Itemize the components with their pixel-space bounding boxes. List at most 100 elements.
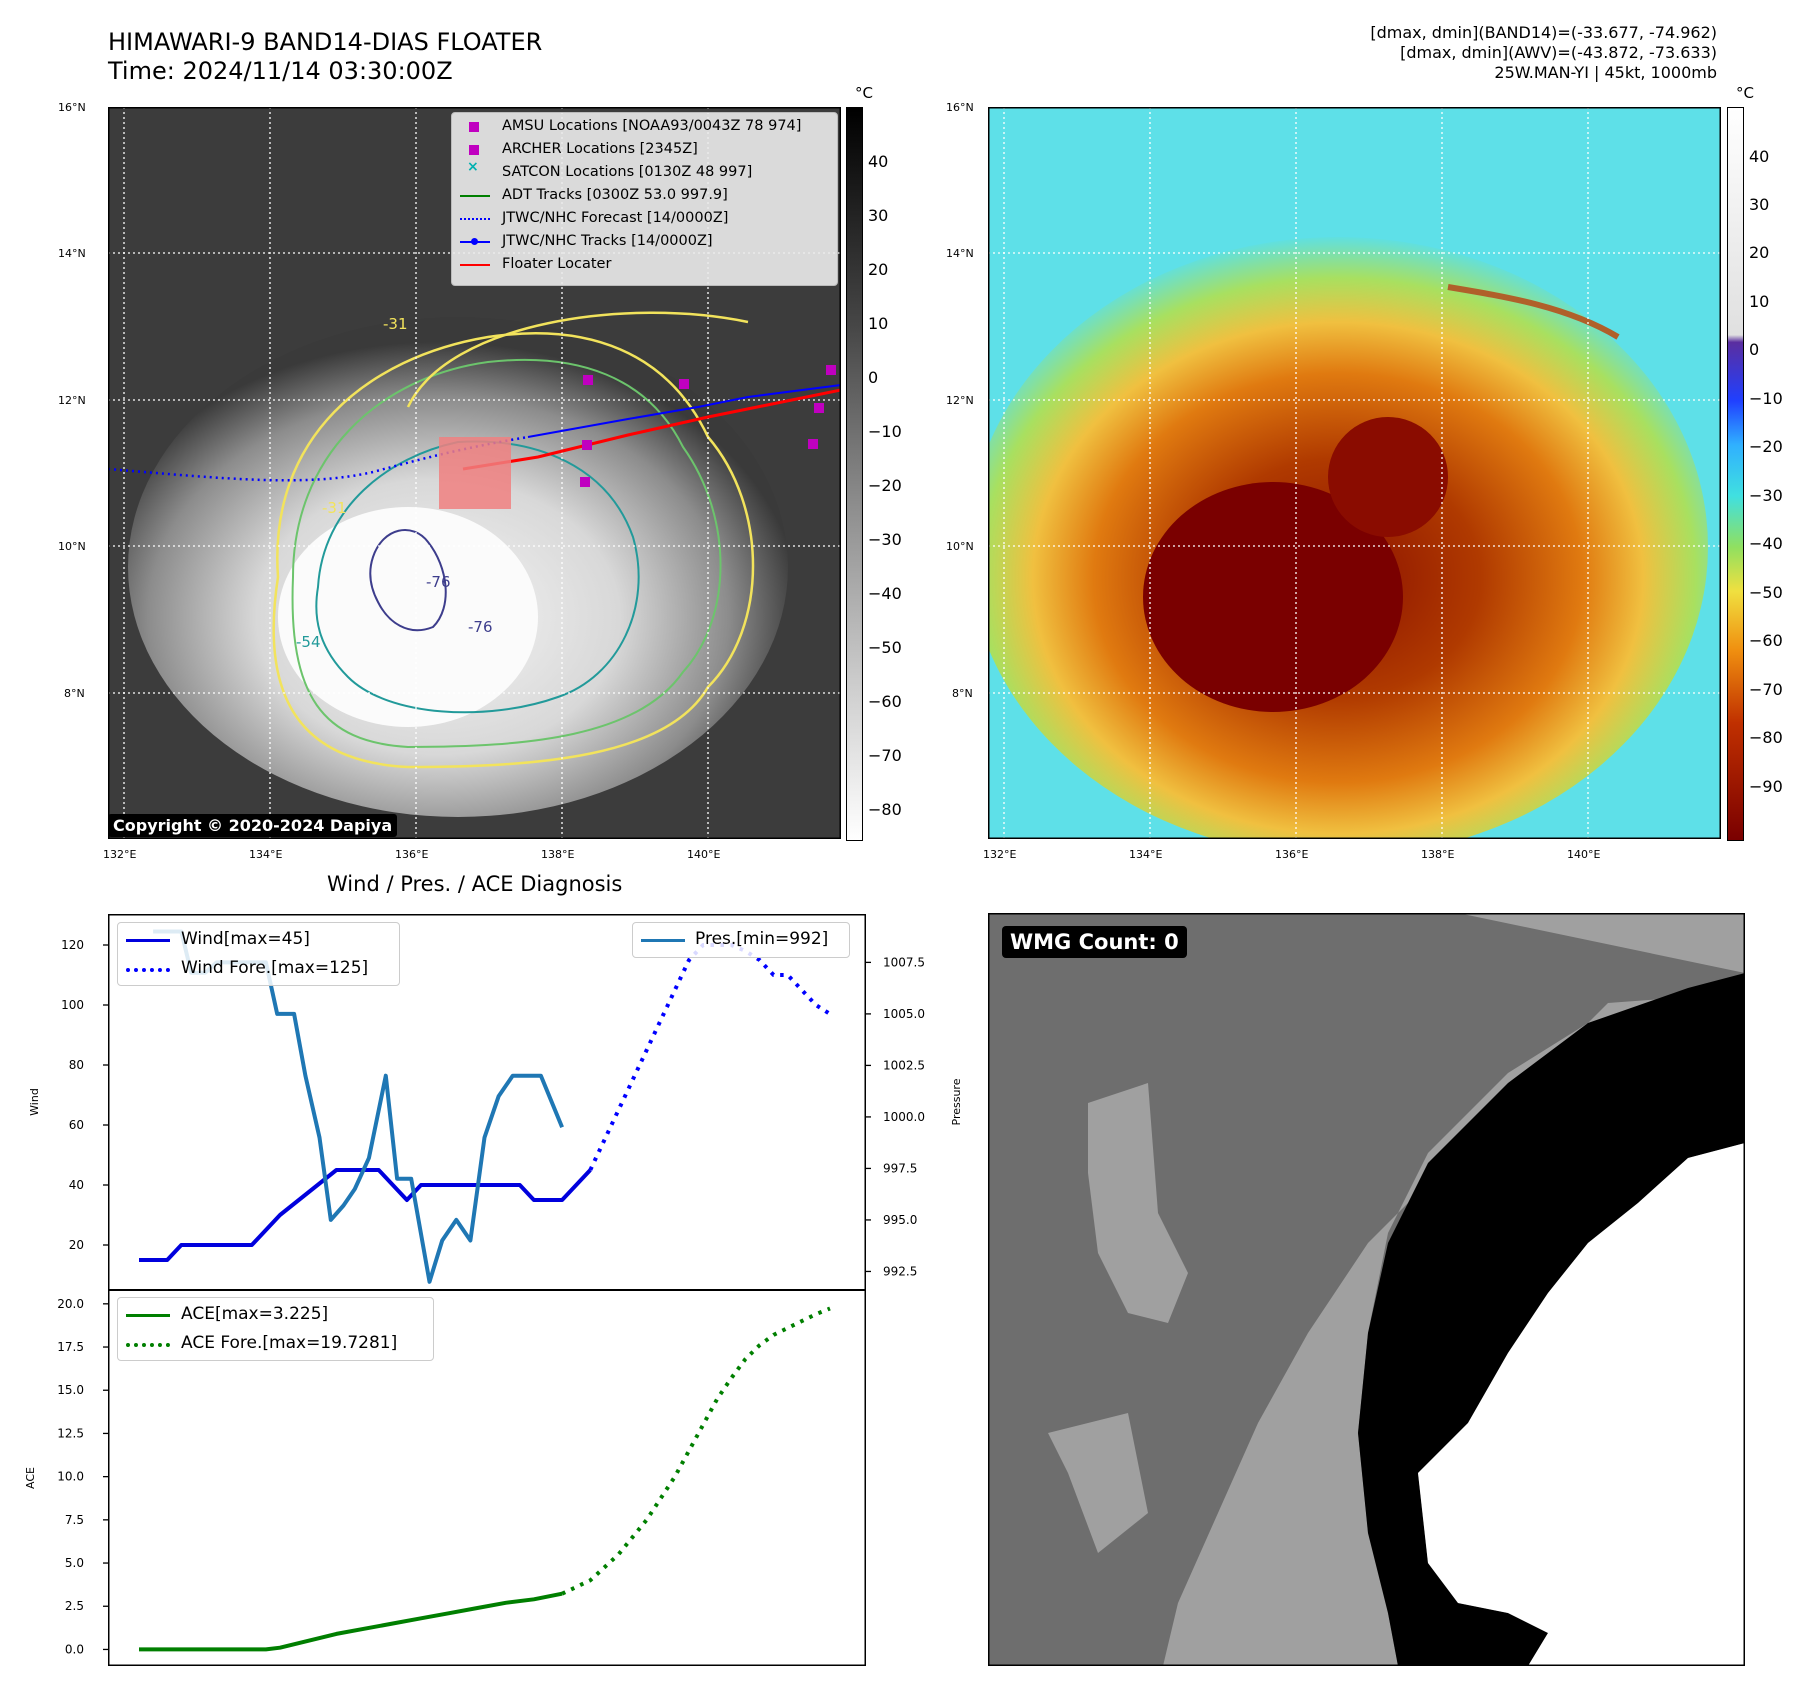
ir-lon-label: 132°E [103,848,137,861]
ir-lon-label: 134°E [249,848,283,861]
ir-lat-label: 12°N [58,394,86,407]
ir-colorbar [846,107,863,841]
awv-tick: −30 [1749,486,1783,505]
ace-ticks-label: 17.5 [57,1340,84,1354]
legend-satcon: SATCON Locations [0130Z 48 997] [502,164,753,180]
legend-wind-line [126,939,170,942]
ir-lat-label: 16°N [58,101,86,114]
legend-pres: Pres.[min=992] [695,929,829,949]
svg-text:-76: -76 [426,573,451,591]
awv-tick: −40 [1749,534,1783,553]
ir-tick: −30 [868,530,902,549]
figure-time: Time: 2024/11/14 03:30:00Z [108,57,453,85]
ir-tick: 0 [868,368,879,387]
legend-ace-line [126,1314,170,1317]
awv-gridlines [988,107,1721,839]
legend-archer: ARCHER Locations [2345Z] [502,141,698,157]
awv-colorbar-unit: °C [1736,84,1754,102]
awv-tick: −70 [1749,680,1783,699]
legend-ace: ACE[max=3.225] [181,1304,329,1324]
ace-ticks-label: 7.5 [65,1513,84,1527]
legend-wind-fore: Wind Fore.[max=125] [181,958,369,978]
floater-box [439,437,511,509]
pres-ticks: 992.5 995.0 997.5 1000.0 1002.5 1005.0 1007.5 [865,955,925,1278]
contour-54 [291,358,722,749]
awv-lon-label: 140°E [1567,848,1601,861]
awv-lat-label: 12°N [946,394,974,407]
pres-ticks-label: 1002.5 [883,1058,925,1072]
ir-lon-label: 136°E [395,848,429,861]
legend-floater: Floater Locater [502,256,612,272]
ir-lat-label: 10°N [58,540,86,553]
awv-tick: 10 [1749,292,1770,311]
awv-lon-label: 136°E [1275,848,1309,861]
ace-ticks-label: 2.5 [65,1599,84,1613]
series-line [139,1591,563,1652]
svg-text:-31: -31 [322,499,347,517]
ir-tick: −20 [868,476,902,495]
diagnosis-title: Wind / Pres. / ACE Diagnosis [327,872,623,896]
pres-ylabel: Pressure [950,1078,960,1125]
svg-text:-31: -31 [383,315,408,333]
ir-tick: −60 [868,692,902,711]
figure-title: HIMAWARI-9 BAND14-DIAS FLOATER [108,28,543,56]
pres-legend: Pres.[min=992] [632,922,850,958]
ace-ticks-label: 5.0 [65,1556,84,1570]
awv-colorbar-ticks: 40 30 20 10 0 −10 −20 −30 −40 −50 −60 −7… [1749,107,1794,839]
wmg-count-badge: WMG Count: 0 [1002,926,1187,958]
ace-ticks: 0.0 2.5 5.0 7.5 10.0 12.5 15.0 17.5 20.0 [57,1297,109,1656]
wind-ticks-label: 80 [69,1058,84,1072]
legend-amsu: AMSU Locations [NOAA93/0043Z 78 974] [502,118,802,134]
awv-tick: −50 [1749,583,1783,602]
legend-pres-line [641,939,685,942]
ir-tick: −70 [868,746,902,765]
ir-colorbar-unit: °C [855,84,873,102]
forecast-series-line [588,943,832,1171]
ir-tick: 20 [868,260,889,279]
legend-adt: ADT Tracks [0300Z 53.0 997.9] [502,187,728,203]
wmg-white-region [1418,1143,1745,1666]
awv-lon-label: 138°E [1421,848,1455,861]
awv-tick: −60 [1749,631,1783,650]
archer-markers [580,365,836,487]
info-storm: 25W.MAN-YI | 45kt, 1000mb [1494,63,1717,82]
pres-ticks-label: 1000.0 [883,1110,925,1124]
pres-ticks-label: 995.0 [883,1213,917,1227]
contour-76 [369,529,447,632]
legend-archer-marker [469,145,479,155]
legend-floater-line [460,264,490,266]
ir-tick: −40 [868,584,902,603]
floater-locater [462,388,842,471]
awv-lat-label: 10°N [946,540,974,553]
awv-tick: −20 [1749,437,1783,456]
wind-ylabel: Wind [28,1088,41,1116]
info-band14: [dmax, dmin](BAND14)=(-33.677, -74.962) [1370,23,1717,42]
awv-tick: 20 [1749,243,1770,262]
pres-ticks-label: 1005.0 [883,1007,925,1021]
ace-ticks-label: 12.5 [57,1426,84,1440]
copyright-label: Copyright © 2020-2024 Dapiya [108,814,398,837]
awv-image-svg [968,107,1721,857]
ace-ticks-label: 10.0 [57,1470,84,1484]
ace-ticks-label: 0.0 [65,1642,84,1656]
awv-image-panel [968,107,1721,857]
awv-colorbar [1727,107,1744,841]
legend-tracks-dot [471,238,478,245]
awv-tick: 30 [1749,195,1770,214]
ace-series-group [139,1306,831,1652]
legend-forecast-line [460,218,490,220]
pres-ticks-label: 1007.5 [883,955,925,969]
awv-lat-label: 14°N [946,247,974,260]
legend-adt-line [460,195,490,197]
wind-legend: Wind[max=45] Wind Fore.[max=125] [117,922,400,986]
awv-lat-label: 16°N [946,101,974,114]
wind-ticks-label: 120 [61,938,84,952]
wind-ticks-label: 60 [69,1118,84,1132]
legend-amsu-marker [469,122,479,132]
ace-axes-frame [108,1289,866,1666]
legend-tracks: JTWC/NHC Tracks [14/0000Z] [502,233,713,249]
series-line [139,1168,592,1262]
wmg-black-band [1358,973,1745,1666]
wmg-light-band [1163,913,1745,1666]
wind-series-group [139,943,832,1262]
